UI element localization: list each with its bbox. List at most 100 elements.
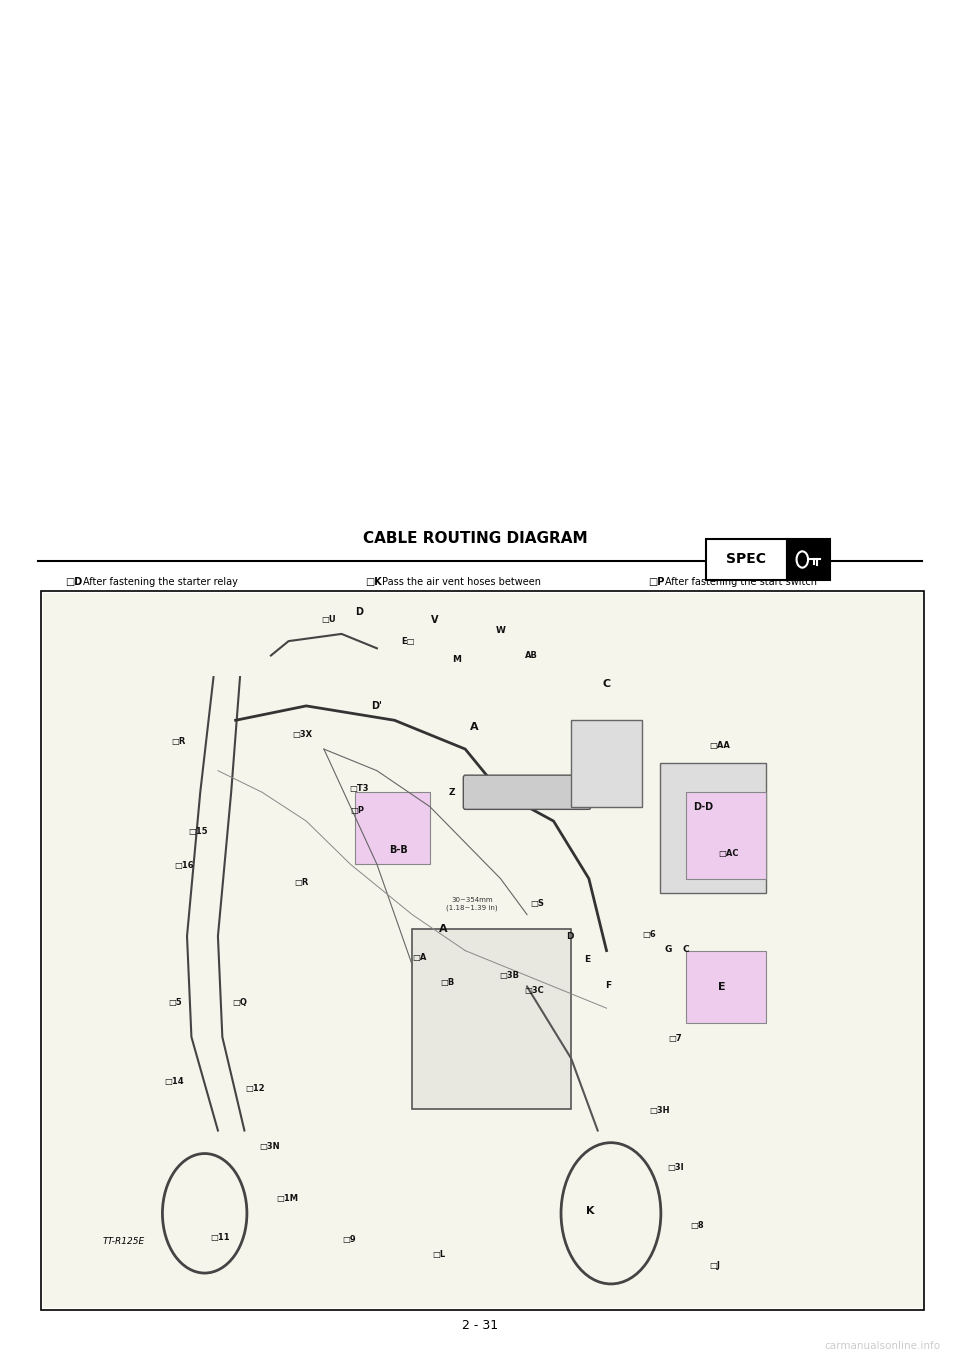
Text: Z: Z [448, 788, 455, 797]
Text: □J: □J [708, 1262, 720, 1270]
Text: □AA: □AA [709, 741, 730, 750]
Text: □O: □O [365, 782, 382, 792]
Text: □3H: □3H [649, 1105, 670, 1115]
Text: engine stop switch lead, clutch: engine stop switch lead, clutch [391, 818, 543, 827]
Text: □E: □E [65, 633, 82, 642]
Text: □J: □J [65, 841, 78, 850]
Text: Fasten the brake cable.: Fasten the brake cable. [665, 818, 780, 827]
Text: □I: □I [65, 803, 78, 812]
Text: G: G [664, 945, 672, 953]
Text: Pass the starting circuit cut-off: Pass the starting circuit cut-off [382, 671, 533, 680]
Text: through the cable guide.: through the cable guide. [674, 759, 795, 769]
Text: □1M: □1M [276, 1195, 298, 1203]
Text: chassis.: chassis. [91, 612, 130, 622]
Text: □AC: □AC [718, 849, 738, 858]
Text: □K: □K [365, 577, 381, 587]
Text: □Q: □Q [648, 686, 665, 695]
Text: Fit the CDI unit band over the: Fit the CDI unit band over the [665, 779, 810, 789]
Text: E□: E□ [401, 637, 415, 645]
Text: □3X: □3X [292, 731, 312, 739]
Text: K: K [587, 1206, 595, 1217]
Text: cover.: cover. [391, 650, 420, 660]
FancyBboxPatch shape [686, 792, 765, 879]
Text: Fasten the CDI magneto lead.: Fasten the CDI magneto lead. [83, 841, 228, 850]
Text: relay lead under the frame and: relay lead under the frame and [391, 689, 543, 698]
Text: □S: □S [648, 779, 664, 789]
FancyBboxPatch shape [464, 775, 590, 809]
Text: □G: □G [65, 691, 83, 701]
Text: □3I: □3I [667, 1164, 684, 1172]
Text: □A: □A [412, 953, 426, 963]
Text: lead to slacken except between: lead to slacken except between [91, 765, 247, 774]
Text: □F: □F [65, 671, 82, 680]
Text: V: V [430, 615, 438, 625]
Text: □T3: □T3 [349, 784, 369, 793]
Text: Fit the neutral switch lead into: Fit the neutral switch lead into [382, 615, 532, 625]
Text: lead, clutch switch lead, engine: lead, clutch switch lead, engine [674, 595, 829, 604]
Text: □D: □D [65, 577, 83, 587]
FancyBboxPatch shape [355, 792, 430, 864]
Text: □14: □14 [164, 1077, 183, 1086]
Text: □H: □H [65, 747, 83, 756]
Text: □11: □11 [210, 1233, 229, 1241]
Text: B-B: B-B [390, 845, 408, 854]
Text: the groove in the crankcase: the groove in the crankcase [391, 633, 528, 642]
Text: switch lead and start switch: switch lead and start switch [391, 835, 528, 845]
Text: assembly sub-tank.: assembly sub-tank. [391, 744, 486, 754]
Text: Fasten the rear shock absorber: Fasten the rear shock absorber [382, 727, 534, 736]
Text: E: E [717, 982, 725, 991]
Text: switch lead, push their corru-: switch lead, push their corru- [674, 630, 817, 640]
Text: □L: □L [365, 615, 380, 625]
Text: C: C [603, 679, 611, 690]
Text: □3B: □3B [499, 971, 519, 980]
Text: □7: □7 [668, 1033, 683, 1043]
Text: lead, pass it on the left of the: lead, pass it on the left of the [91, 595, 236, 604]
Text: □M: □M [365, 671, 384, 680]
Text: over the engine bracket (rear).: over the engine bracket (rear). [91, 820, 242, 830]
Text: A: A [439, 923, 447, 934]
Text: the engine and swingarm.: the engine and swingarm. [391, 595, 518, 604]
Text: □6: □6 [642, 930, 656, 940]
Text: D-D: D-D [694, 801, 713, 812]
FancyBboxPatch shape [412, 929, 571, 1109]
Text: Pass the brake hose (brake: Pass the brake hose (brake [665, 724, 798, 733]
FancyBboxPatch shape [43, 593, 923, 1308]
Text: □R: □R [648, 724, 664, 733]
Text: After fastening the starter relay: After fastening the starter relay [83, 577, 237, 587]
Text: □8: □8 [690, 1221, 704, 1230]
Text: M: M [452, 655, 461, 664]
FancyBboxPatch shape [571, 720, 642, 807]
Text: Fasten the wire harness.: Fasten the wire harness. [83, 671, 203, 680]
Text: □L: □L [432, 1249, 445, 1259]
Text: □3C: □3C [524, 986, 544, 994]
FancyBboxPatch shape [787, 539, 830, 580]
Text: between the frame and air filter: between the frame and air filter [91, 709, 248, 718]
Text: the two plastic locking ties.: the two plastic locking ties. [91, 782, 226, 792]
Text: gated tube against the CDI unit: gated tube against the CDI unit [674, 648, 828, 657]
Text: □12: □12 [245, 1084, 265, 1093]
Text: A: A [469, 722, 478, 732]
Text: E: E [584, 955, 590, 964]
Text: CDI unit bracket till it stops.: CDI unit bracket till it stops. [674, 797, 810, 807]
Text: 2 - 31: 2 - 31 [462, 1319, 498, 1332]
Text: TT-R125E: TT-R125E [103, 1237, 145, 1245]
Text: coupler.: coupler. [674, 665, 712, 675]
Text: After fastening the start switch: After fastening the start switch [665, 577, 817, 587]
Text: the paint marks.: the paint marks. [674, 703, 755, 713]
Text: outside of the main switch lead,: outside of the main switch lead, [391, 800, 547, 809]
Text: □T: □T [648, 818, 664, 827]
Text: □Q: □Q [232, 998, 248, 1006]
Text: □P: □P [350, 805, 365, 815]
Text: □B: □B [441, 979, 455, 987]
Text: Fasten the brake hose between: Fasten the brake hose between [665, 686, 819, 695]
Text: D: D [355, 607, 363, 618]
Text: C: C [683, 945, 689, 953]
Text: □N: □N [365, 727, 382, 736]
Text: □15: □15 [189, 827, 208, 837]
Text: lead.: lead. [391, 853, 415, 862]
Text: Pass the rectifier/regulator lead: Pass the rectifier/regulator lead [83, 691, 236, 701]
Text: D': D' [372, 701, 382, 710]
Text: Do not allow the CDI magneto: Do not allow the CDI magneto [83, 747, 230, 756]
FancyBboxPatch shape [686, 951, 765, 1023]
Text: □3N: □3N [259, 1142, 279, 1150]
